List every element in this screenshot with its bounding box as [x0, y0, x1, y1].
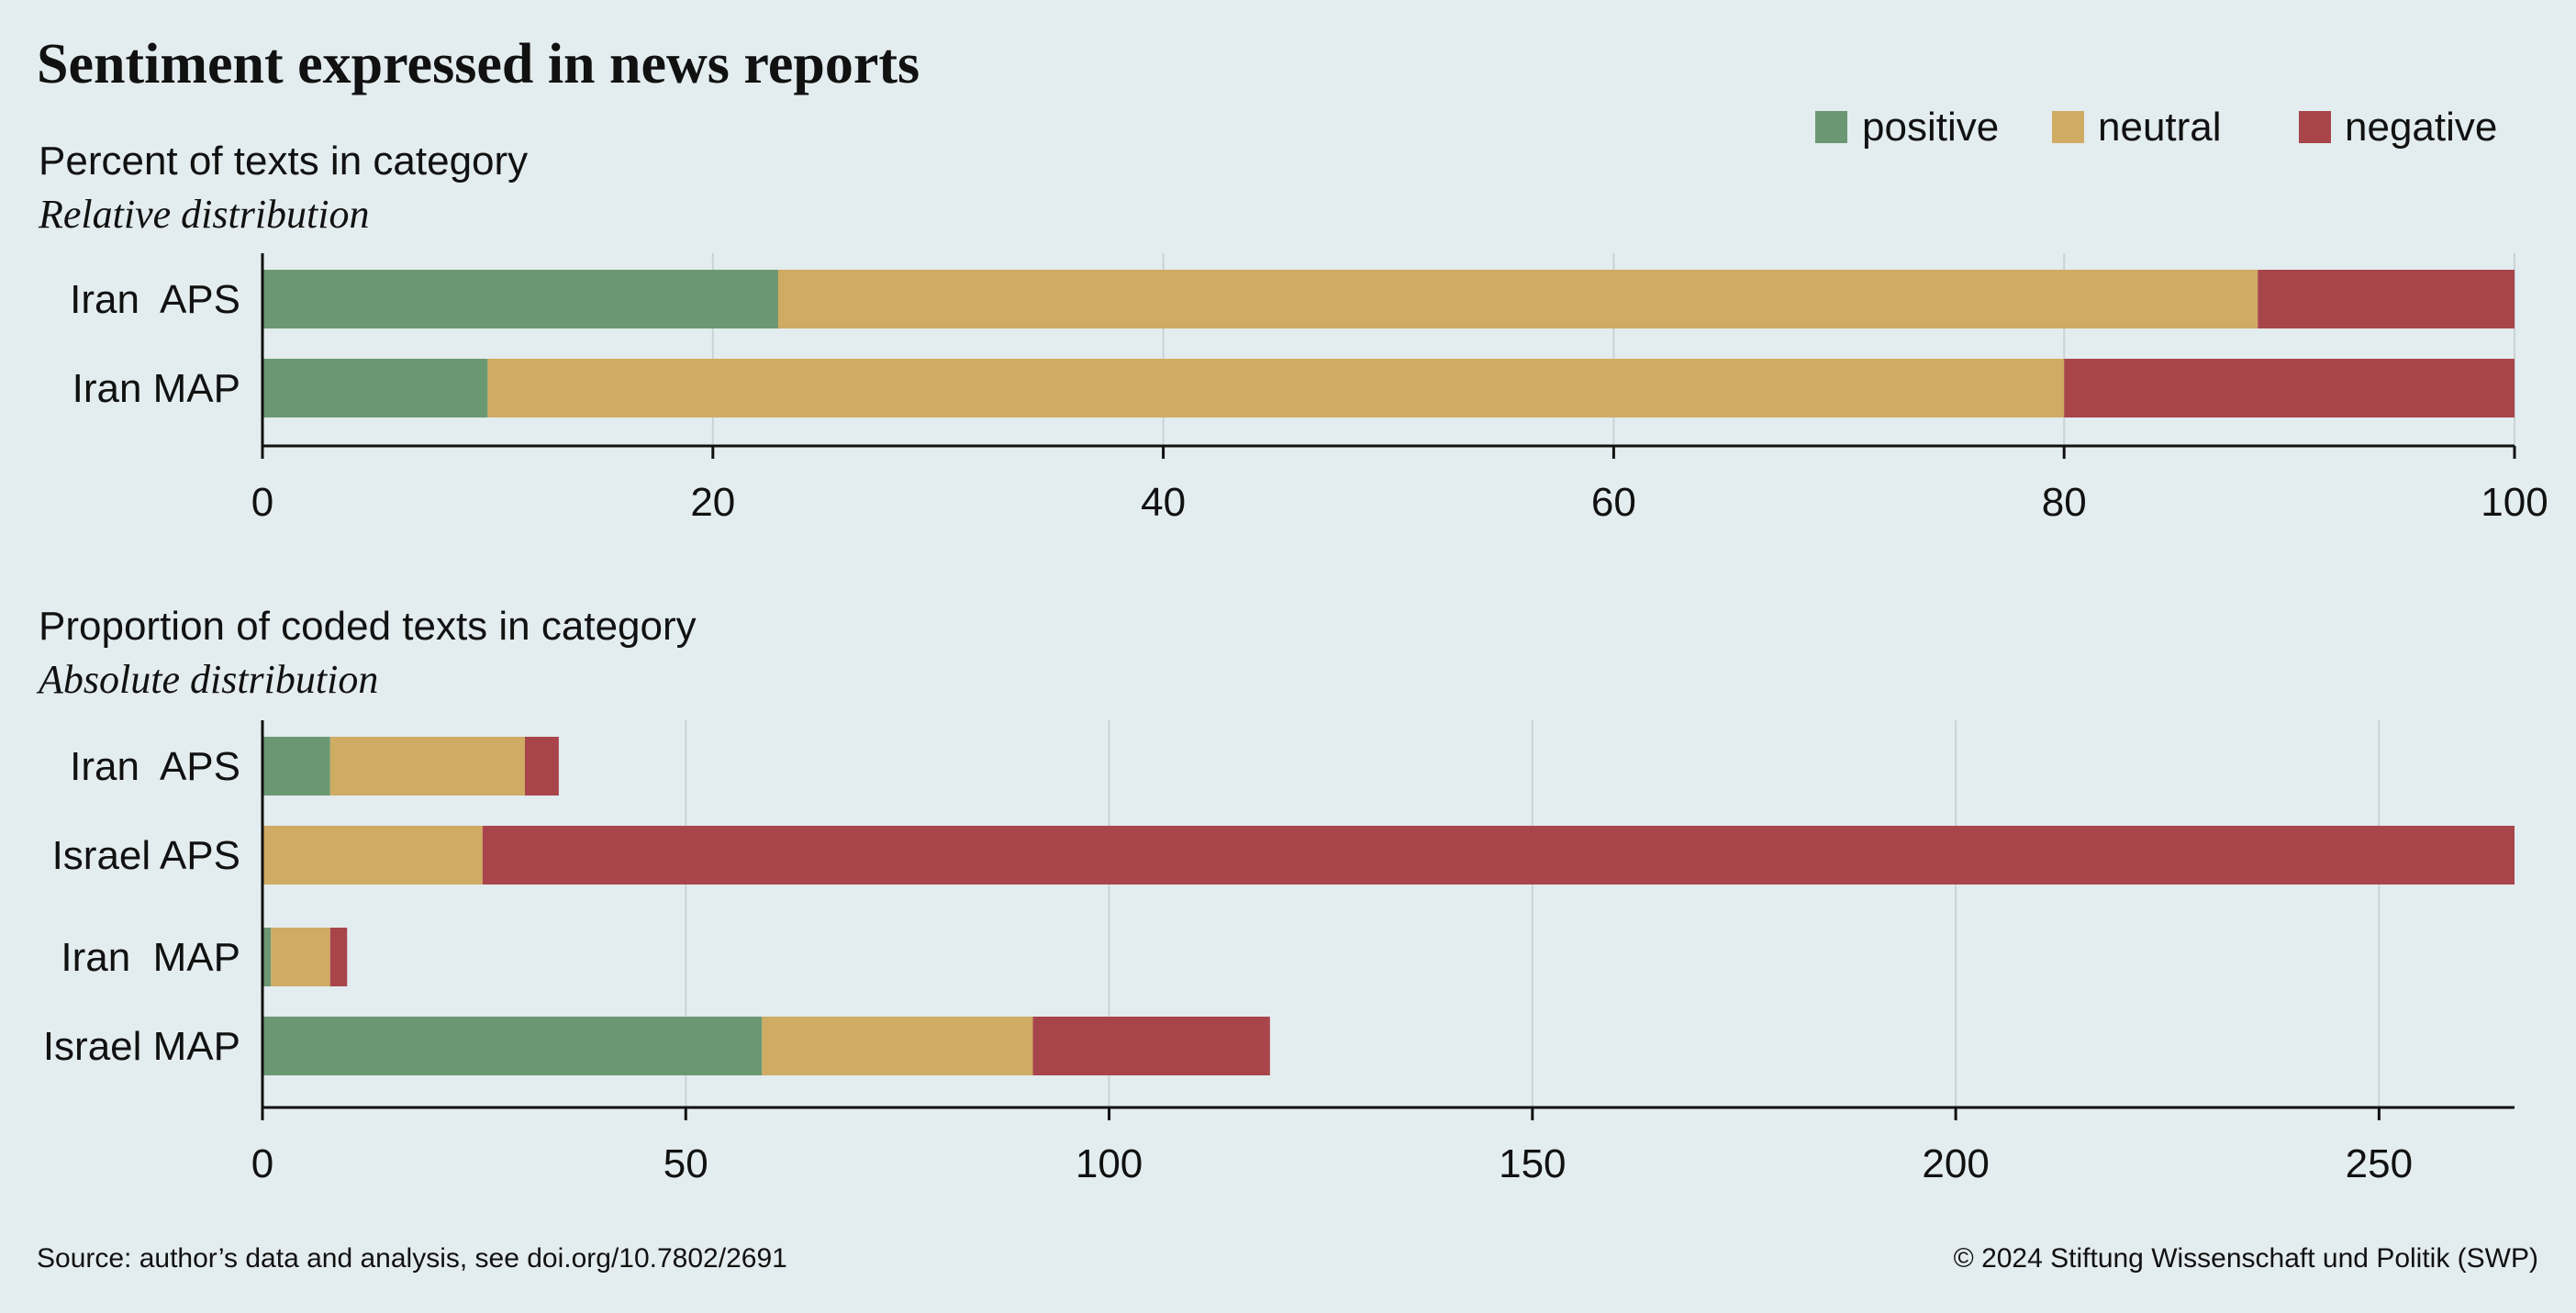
bar-segment-positive	[262, 1017, 763, 1075]
category-label: Iran MAP	[61, 935, 240, 980]
legend-label-neutral: neutral	[2098, 105, 2222, 150]
x-tick-label: 50	[664, 1141, 708, 1186]
bar-segment-negative	[482, 826, 2515, 885]
x-tick-label: 80	[2042, 480, 2087, 525]
bar-segment-positive	[262, 270, 778, 328]
panel-1-plot: Iran APS Iran MAP 0 20 40 60 80 100	[70, 253, 2548, 525]
category-label: Israel APS	[52, 833, 240, 878]
panel-2-plot: Iran APS Israel APS Iran MAP Israel MAP 0 50 1…	[43, 720, 2515, 1186]
category-label: Iran MAP	[72, 366, 240, 411]
legend-swatch-neutral	[2052, 111, 2084, 143]
chart-title: Sentiment expressed in news reports	[37, 33, 920, 95]
legend-label-negative: negative	[2345, 105, 2497, 150]
category-label: Iran APS	[70, 744, 240, 789]
panel-2-subtitle: Absolute distribution	[36, 657, 378, 702]
bar-segment-neutral	[262, 826, 483, 885]
bar-segment-negative	[2064, 359, 2515, 417]
legend-label-positive: positive	[1862, 105, 1999, 150]
bar-segment-neutral	[329, 737, 525, 796]
legend-swatch-positive	[1815, 111, 1847, 143]
bar-segment-neutral	[762, 1017, 1033, 1075]
x-tick-label: 100	[1076, 1141, 1143, 1186]
x-tick-label: 200	[1922, 1141, 1989, 1186]
x-tick-label: 100	[2481, 480, 2548, 525]
x-tick-label: 0	[251, 1141, 273, 1186]
panel-1-title: Percent of texts in category	[39, 139, 528, 184]
panel-1-subtitle: Relative distribution	[38, 192, 370, 237]
bar-segment-neutral	[777, 270, 2258, 328]
bar-segment-positive	[262, 737, 330, 796]
category-label: Israel MAP	[43, 1024, 240, 1069]
x-tick-label: 0	[251, 480, 273, 525]
category-label: Iran APS	[70, 277, 240, 322]
bar-segment-neutral	[487, 359, 2065, 417]
panel-2-title: Proportion of coded texts in category	[39, 604, 697, 649]
source-note: Source: author’s data and analysis, see …	[37, 1243, 787, 1274]
bar-segment-negative	[329, 928, 348, 986]
legend: positive neutral negative	[1815, 105, 2497, 150]
bar-segment-positive	[262, 928, 272, 986]
bar-segment-negative	[524, 737, 559, 796]
x-tick-label: 60	[1591, 480, 1636, 525]
legend-swatch-negative	[2299, 111, 2331, 143]
bar-segment-negative	[2258, 270, 2515, 328]
copyright-note: © 2024 Stiftung Wissenschaft und Politik…	[1954, 1243, 2538, 1274]
x-tick-label: 150	[1499, 1141, 1566, 1186]
bar-segment-neutral	[271, 928, 330, 986]
x-tick-label: 250	[2346, 1141, 2413, 1186]
bar-segment-positive	[262, 359, 488, 417]
x-tick-label: 20	[690, 480, 735, 525]
bar-segment-negative	[1032, 1017, 1270, 1075]
x-tick-label: 40	[1141, 480, 1186, 525]
